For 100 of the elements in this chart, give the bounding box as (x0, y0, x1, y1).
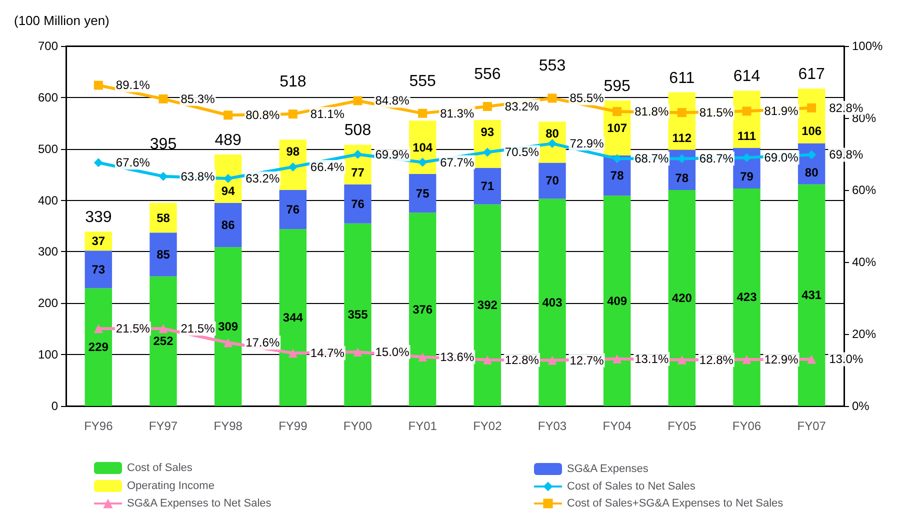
total-label: 553 (538, 58, 566, 75)
data-label: 85.3% (180, 92, 216, 106)
point (158, 94, 168, 104)
x-tick-label: FY03 (538, 419, 567, 433)
data-label: 66.4% (310, 160, 345, 174)
bar (668, 190, 696, 406)
data-label: 84.8% (375, 94, 410, 108)
data-label: 69.9% (375, 147, 410, 162)
x-tick-label: FY05 (668, 419, 697, 433)
data-label: 80 (804, 165, 819, 180)
data-label: 81.9% (764, 104, 799, 118)
point (482, 148, 492, 157)
point (94, 158, 103, 168)
total-label: 611 (669, 70, 695, 87)
point (224, 174, 233, 183)
point (418, 158, 428, 167)
total-label: 395 (150, 136, 177, 153)
data-label: 75 (416, 186, 430, 200)
total-label: 508 (344, 122, 372, 140)
x-tick-label: FY07 (797, 419, 826, 433)
bar (474, 204, 502, 406)
y2-tick-label: 0% (852, 399, 870, 413)
data-label: 403 (542, 295, 563, 310)
x-tick-label: FY96 (84, 419, 114, 433)
data-label: 392 (477, 298, 498, 312)
data-label: 58 (156, 210, 170, 225)
point (353, 150, 362, 159)
data-label: 106 (802, 124, 822, 138)
data-label: 21.5% (180, 322, 216, 336)
point (353, 96, 362, 106)
y2-tick-label: 100% (852, 39, 884, 53)
data-label: 252 (153, 334, 174, 348)
point (288, 162, 298, 172)
legend-label: Operating Income (127, 480, 214, 492)
data-label: 69.0% (764, 150, 799, 165)
y2-tick-label: 20% (852, 327, 876, 341)
data-label: 37 (92, 234, 106, 248)
point (158, 324, 168, 334)
data-label: 15.0% (375, 345, 410, 359)
x-tick-label: FY04 (602, 419, 632, 433)
data-label: 13.6% (440, 350, 474, 364)
data-label: 12.9% (764, 352, 799, 367)
bar (150, 276, 177, 406)
data-label: 85.5% (570, 91, 604, 106)
data-label: 13.1% (634, 352, 669, 366)
data-label: 72.9% (570, 136, 604, 151)
point (612, 354, 622, 364)
data-label: 77 (351, 165, 365, 180)
point (548, 94, 557, 103)
x-tick-label: FY06 (732, 419, 762, 433)
data-label: 14.7% (310, 346, 345, 360)
point (418, 352, 428, 362)
point (353, 348, 362, 356)
data-label: 17.6% (246, 336, 280, 350)
data-label: 344 (282, 310, 304, 325)
data-label: 68.7% (634, 152, 669, 166)
x-tick-label: FY02 (473, 419, 502, 433)
data-label: 229 (88, 340, 109, 354)
legend-label: Cost of Sales to Net Sales (567, 480, 696, 492)
point (288, 348, 298, 358)
point (482, 102, 492, 111)
y-tick-label: 500 (38, 142, 58, 156)
legend-label: SG&A Expenses to Net Sales (127, 498, 272, 510)
point (224, 110, 233, 120)
data-label: 112 (672, 130, 692, 145)
bar (344, 223, 372, 406)
data-label: 67.6% (116, 156, 150, 170)
y-tick-label: 400 (38, 193, 58, 208)
data-label: 309 (218, 320, 238, 334)
data-label: 80.8% (246, 108, 280, 122)
data-label: 73 (92, 262, 106, 276)
y-tick-label: 300 (38, 244, 58, 259)
x-tick-label: FY01 (408, 419, 438, 433)
point (742, 355, 752, 364)
data-label: 21.5% (116, 322, 150, 336)
data-label: 423 (736, 290, 758, 304)
data-label: 69.8% (829, 148, 864, 162)
point (94, 80, 103, 90)
point (807, 354, 816, 364)
data-label: 409 (607, 294, 628, 308)
point (224, 338, 233, 348)
legend-label: Cost of Sales+SG&A Expenses to Net Sales (567, 498, 784, 510)
point (482, 355, 492, 364)
data-label: 80 (546, 126, 560, 141)
total-label: 518 (280, 74, 306, 91)
y-tick-label: 600 (38, 90, 58, 104)
point (548, 139, 557, 148)
data-label: 81.8% (634, 104, 669, 119)
y2-tick-label: 40% (852, 255, 876, 269)
y-tick-label: 0 (51, 399, 58, 413)
point (677, 108, 686, 118)
data-label: 81.5% (699, 106, 734, 120)
data-label: 70 (546, 174, 560, 188)
data-label: 89.1% (116, 78, 150, 92)
data-label: 98 (286, 144, 300, 159)
bar (733, 188, 760, 406)
bar (538, 198, 566, 406)
bar (84, 288, 112, 406)
data-label: 67.7% (440, 155, 474, 170)
point (677, 355, 686, 364)
